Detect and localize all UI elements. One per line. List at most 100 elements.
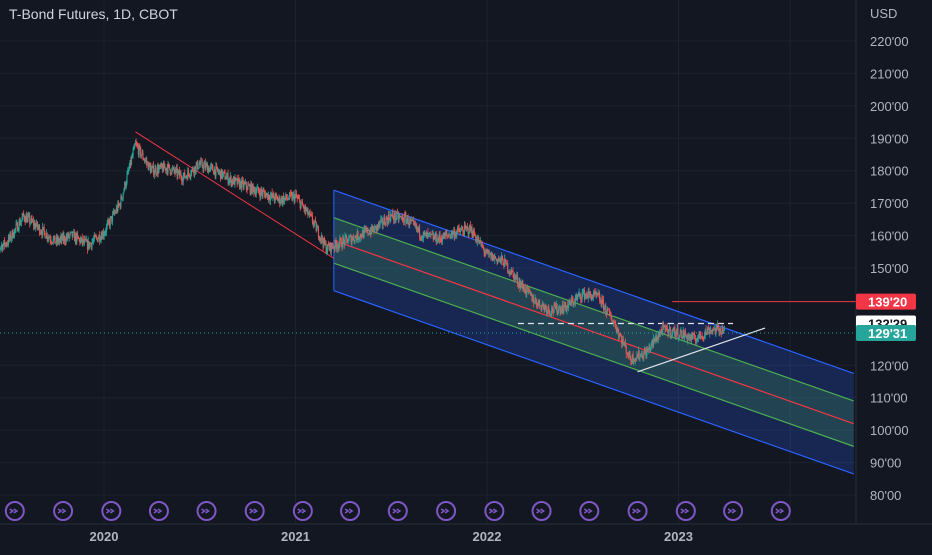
candle-body <box>48 237 50 239</box>
candle-body <box>480 240 482 246</box>
candle-body <box>462 229 464 233</box>
candle-body <box>690 336 692 341</box>
candle-body <box>145 160 147 162</box>
candle-body <box>324 243 326 245</box>
candle-body <box>659 330 662 334</box>
candle-body <box>155 167 157 174</box>
candle-body <box>361 236 363 238</box>
candle-body <box>352 236 354 240</box>
candle-body <box>240 181 242 189</box>
candle-body <box>205 164 207 169</box>
candle-body <box>624 342 627 347</box>
candle-body <box>209 168 211 172</box>
event-marker-icon[interactable] <box>579 501 600 521</box>
candle-body <box>124 182 127 187</box>
candle-body <box>35 225 37 229</box>
candle-body <box>491 253 493 260</box>
candle-body <box>267 194 269 200</box>
candle-body <box>321 235 323 242</box>
candle-body <box>138 145 140 155</box>
candle-body <box>273 198 275 201</box>
candle-body <box>307 208 309 216</box>
event-marker-icon[interactable] <box>723 501 744 521</box>
event-marker-icon[interactable] <box>387 501 408 521</box>
candle-body <box>663 325 665 328</box>
event-marker-icon[interactable] <box>770 501 791 521</box>
candle-body <box>520 282 522 288</box>
candle-body <box>700 336 703 339</box>
event-marker-icon[interactable] <box>627 501 648 521</box>
candle-body <box>381 218 383 220</box>
candle-body <box>406 219 408 224</box>
candle-body <box>485 249 487 253</box>
candle-body <box>563 307 565 313</box>
candle-body <box>508 271 510 273</box>
candle-body <box>598 293 600 294</box>
candle-body <box>229 179 231 182</box>
candle-body <box>172 167 174 169</box>
candle-body <box>401 216 403 218</box>
candle-body <box>668 330 670 335</box>
candle-body <box>308 214 310 216</box>
candle-body <box>679 331 681 336</box>
candle-body <box>162 163 165 172</box>
candle-body <box>596 294 598 296</box>
candle-body <box>330 242 332 252</box>
candle-body <box>661 331 663 334</box>
candle-body <box>239 181 241 188</box>
candle-body <box>650 342 652 348</box>
candle-body <box>694 338 696 342</box>
price-axis[interactable]: USD 220'00 210'00 200'00 190'00 180'00 170'00… <box>870 6 909 503</box>
candle-body <box>448 234 450 236</box>
candle-body <box>649 346 651 351</box>
candle-body <box>583 289 585 293</box>
candle-body <box>90 243 92 248</box>
candle-body <box>17 222 19 232</box>
event-marker-icon[interactable] <box>196 501 217 521</box>
candle-body <box>32 220 34 222</box>
candle-body <box>461 228 463 230</box>
candle-body <box>20 220 22 223</box>
event-marker-ring <box>53 501 74 521</box>
candle-body <box>527 287 529 291</box>
candle-body <box>431 234 433 235</box>
candle-body <box>615 328 617 333</box>
candle-body <box>672 329 674 332</box>
candle-body <box>691 334 693 341</box>
candle-body <box>678 337 680 338</box>
candle-body <box>206 164 209 173</box>
candle-body <box>358 238 361 239</box>
last-price-tag[interactable] <box>856 324 916 341</box>
time-axis[interactable]: 2020 2021 2022 2023 <box>90 529 693 544</box>
candle-body <box>642 358 644 359</box>
event-marker-icon[interactable] <box>292 501 313 521</box>
candle-body <box>235 177 237 179</box>
event-marker-icon[interactable] <box>675 501 696 521</box>
candle-body <box>332 246 334 249</box>
event-marker-icon[interactable] <box>436 501 457 521</box>
candle-body <box>539 305 541 307</box>
event-marker-icon[interactable] <box>101 501 122 521</box>
candle-body <box>440 238 442 240</box>
candle-body <box>435 233 437 243</box>
candle-body <box>269 198 271 201</box>
candle-body <box>92 241 94 243</box>
candle-body <box>352 236 354 241</box>
candle-body <box>355 237 358 240</box>
candle-body <box>629 351 631 360</box>
alert-price-tag[interactable] <box>856 293 916 310</box>
candle-body <box>178 170 180 176</box>
event-marker-icon[interactable] <box>4 501 25 521</box>
event-marker-icon[interactable] <box>244 501 265 521</box>
candle-body <box>294 195 296 202</box>
event-marker-icon[interactable] <box>53 501 74 521</box>
event-marker-icon[interactable] <box>340 501 361 521</box>
event-marker-icon[interactable] <box>484 501 505 521</box>
event-marker-icon[interactable] <box>531 501 552 521</box>
candle-body <box>474 235 476 237</box>
candle-body <box>216 166 218 167</box>
candle-body <box>304 206 306 210</box>
event-marker-icon[interactable] <box>148 501 169 521</box>
candle-body <box>708 329 710 335</box>
